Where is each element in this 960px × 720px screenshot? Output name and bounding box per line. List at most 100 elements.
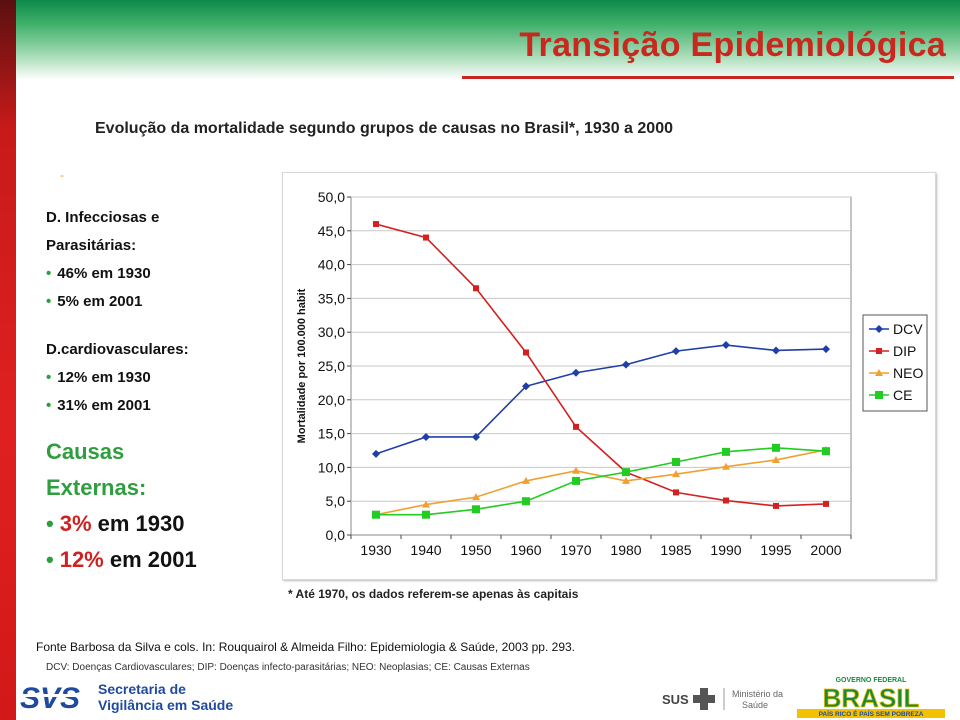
bullet-icon: •	[46, 265, 52, 282]
data-point-ce	[672, 457, 680, 466]
mortality-line-chart: 0,0 5,0 10,0 15,0 20,0 25,0 30,0 35,0 40,0 45,0 50…	[296, 189, 928, 558]
bullet-icon: •	[46, 547, 54, 572]
data-point-dcv	[875, 325, 883, 333]
data-point-dip	[876, 348, 882, 354]
legend-label-ce: CE	[893, 387, 912, 403]
data-point-dip	[473, 285, 479, 292]
x-tick-label: 1950	[460, 542, 491, 558]
data-point-neo	[875, 369, 883, 376]
data-point-dip	[523, 349, 529, 356]
svs-line1: Secretaria de	[98, 681, 186, 697]
y-tick-label: 35,0	[318, 290, 345, 306]
data-point-dcv	[472, 432, 480, 441]
ministerio-line2: Saúde	[742, 700, 768, 710]
data-point-ce	[722, 447, 730, 456]
y-tick-label: 40,0	[318, 257, 345, 273]
y-tick-label: 45,0	[318, 223, 345, 239]
dip-2001-text: 5% em 2001	[57, 293, 143, 310]
data-point-dcv	[572, 368, 580, 377]
sus-ministerio-logo: SUS Ministério da Saúde	[662, 688, 783, 710]
brasil-tagline: PAÍS RICO É PAÍS SEM POBREZA	[819, 709, 924, 718]
y-tick-label: 5,0	[326, 493, 346, 509]
x-tick-label: 1990	[710, 542, 741, 558]
capitals-footnote: * Até 1970, os dados referem-se apenas à…	[288, 587, 579, 601]
data-point-neo	[772, 455, 780, 463]
ce-heading-line1: Causas	[46, 439, 125, 464]
legend-label-dcv: DCV	[893, 321, 923, 337]
data-point-neo	[672, 470, 680, 478]
stray-dot: -	[60, 168, 64, 182]
y-tick-label: 25,0	[318, 358, 345, 374]
data-point-neo	[622, 476, 630, 484]
y-tick-label: 30,0	[318, 324, 345, 340]
svs-logo: SVS Secretaria de Vigilância em Saúde	[18, 678, 268, 716]
data-point-neo	[572, 466, 580, 474]
bullet-icon: •	[46, 511, 54, 536]
dcv-1930-text: 12% em 1930	[57, 369, 151, 386]
brasil-wordmark: BRASIL	[823, 683, 920, 713]
data-point-ce	[572, 476, 580, 485]
x-tick-label: 1995	[760, 542, 791, 558]
x-tick-label: 1970	[560, 542, 591, 558]
x-tick-label: 2000	[810, 542, 841, 558]
ce-heading-line2: Externas:	[46, 475, 147, 500]
ce-1930-rest: em 1930	[91, 511, 185, 536]
dcv-heading: D.cardiovasculares:	[46, 341, 189, 358]
bullet-icon: •	[46, 369, 52, 386]
series-line-dcv	[375, 344, 827, 455]
data-point-neo	[522, 476, 530, 484]
legend-label-dip: DIP	[893, 343, 916, 359]
dip-1930-item: • 46% em 1930	[46, 260, 286, 288]
ce-2001-rest: em 2001	[103, 547, 197, 572]
data-point-ce	[622, 468, 630, 477]
chart-subtitle: Evolução da mortalidade segundo grupos d…	[95, 120, 673, 137]
plus-icon	[693, 688, 715, 710]
data-point-neo	[472, 493, 480, 501]
x-tick-label: 1960	[510, 542, 541, 558]
y-tick-label: 50,0	[318, 189, 345, 205]
data-point-dip	[373, 221, 379, 228]
y-tick-label: 10,0	[318, 459, 345, 475]
x-tick-label: 1930	[360, 542, 391, 558]
source-citation: Fonte Barbosa da Silva e cols. In: Rouqu…	[36, 640, 575, 654]
title-underline	[462, 76, 954, 79]
dip-1930-text: 46% em 1930	[57, 265, 151, 282]
ministerio-line1: Ministério da	[732, 689, 783, 699]
data-point-dcv	[372, 449, 380, 458]
x-tick-label: 1980	[610, 542, 641, 558]
dip-heading-line2: Parasitárias:	[46, 237, 137, 254]
data-point-dcv	[722, 341, 730, 350]
x-tick-label: 1985	[660, 542, 691, 558]
data-point-dip	[723, 497, 729, 504]
dip-2001-item: • 5% em 2001	[46, 288, 286, 316]
data-point-neo	[722, 462, 730, 470]
y-tick-label: 0,0	[326, 527, 346, 543]
legend-label-neo: NEO	[893, 365, 923, 381]
stats-panel: D. Infecciosas e Parasitárias: • 46% em 1…	[46, 204, 286, 578]
y-tick-label: 20,0	[318, 392, 345, 408]
sus-mark: SUS	[662, 692, 689, 707]
bullet-icon: •	[46, 397, 52, 414]
ce-1930-item: • 3% em 1930	[46, 506, 286, 542]
ce-2001-pct: 12%	[59, 547, 104, 572]
svs-line2: Vigilância em Saúde	[98, 697, 233, 713]
left-accent-bar	[0, 0, 16, 720]
svs-mark: SVS	[20, 682, 80, 715]
data-point-dcv	[422, 432, 430, 441]
data-point-dcv	[822, 345, 830, 354]
data-point-ce	[472, 505, 480, 514]
series-line-ce	[376, 446, 827, 516]
data-point-dcv	[622, 360, 630, 369]
chart-container: 0,0 5,0 10,0 15,0 20,0 25,0 30,0 35,0 40,0 45,0 50…	[282, 172, 936, 580]
data-point-dip	[673, 489, 679, 496]
y-tick-label: 15,0	[318, 426, 345, 442]
header-gradient-band	[16, 0, 960, 80]
data-point-dip	[573, 423, 579, 430]
data-point-dip	[773, 502, 779, 509]
data-point-ce	[875, 391, 883, 399]
data-point-dcv	[672, 347, 680, 356]
data-point-neo	[422, 500, 430, 508]
data-point-dip	[823, 500, 829, 507]
y-axis-label: Mortalidade por 100.000 habit	[296, 288, 308, 443]
series-line-dip	[375, 223, 827, 507]
